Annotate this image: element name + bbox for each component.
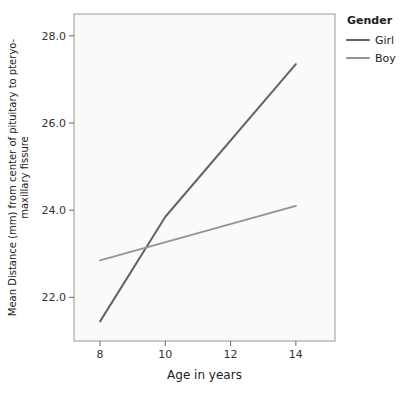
plot-frame	[74, 14, 335, 341]
legend-title: Gender	[347, 14, 393, 27]
y-tick-label: 24.0	[42, 204, 67, 217]
x-axis-label: Age in years	[167, 368, 242, 382]
series-line	[100, 206, 296, 261]
y-tick	[69, 35, 74, 36]
y-tick	[69, 297, 74, 298]
y-axis-label-line: Mean Distance (mm) from center of pituit…	[7, 38, 18, 316]
x-tick-label: 10	[158, 348, 172, 361]
y-axis-label-line: maxillary fissure	[19, 136, 30, 219]
y-tick	[69, 210, 74, 211]
x-tick	[100, 341, 101, 346]
x-tick-label: 12	[224, 348, 238, 361]
y-tick-label: 26.0	[42, 117, 67, 130]
y-axis-label: Mean Distance (mm) from center of pituit…	[7, 38, 30, 316]
y-tick-label: 28.0	[42, 30, 67, 43]
y-tick	[69, 123, 74, 124]
x-tick	[165, 341, 166, 346]
x-tick	[295, 341, 296, 346]
y-tick-label: 22.0	[42, 291, 67, 304]
x-tick-label: 8	[97, 348, 104, 361]
x-tick	[230, 341, 231, 346]
legend-label: Boy	[375, 52, 396, 65]
series-line	[100, 64, 296, 321]
legend: Gender Girl Boy	[347, 14, 396, 65]
chart: 8 10 12 14 22.0 24.0 26.0 28.0 Age in years Mean …	[0, 0, 413, 393]
x-tick-label: 14	[289, 348, 303, 361]
legend-swatch	[347, 57, 369, 59]
legend-swatch	[347, 39, 369, 41]
series-group	[100, 64, 296, 321]
legend-label: Girl	[375, 34, 394, 47]
